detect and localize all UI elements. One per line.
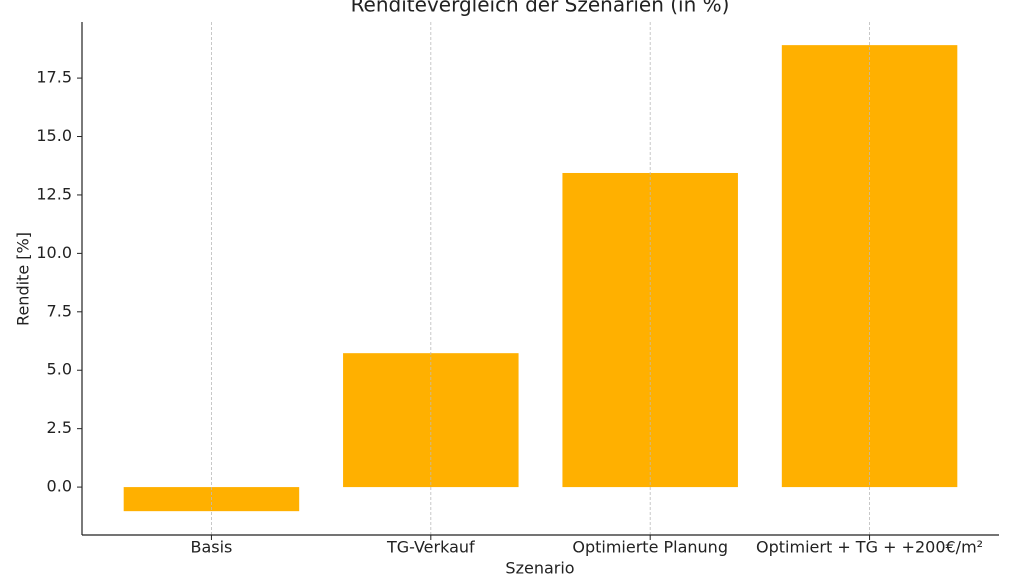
chart-title: Renditevergleich der Szenarien (in %) [351, 0, 730, 17]
y-axis-label: Rendite [%] [14, 232, 33, 326]
x-tick-label: Optimiert + TG + +200€/m² [756, 538, 983, 557]
y-tick-label: 2.5 [47, 418, 72, 437]
x-tick-label: Basis [190, 538, 232, 557]
y-tick-label: 17.5 [36, 68, 72, 87]
x-tick-label: TG-Verkauf [386, 538, 475, 557]
y-tick-label: 12.5 [36, 184, 72, 203]
x-axis-label: Szenario [505, 559, 574, 576]
y-tick-label: 7.5 [47, 301, 72, 320]
bar [781, 45, 958, 488]
y-tick-label: 5.0 [47, 360, 72, 379]
y-tick-label: 10.0 [36, 243, 72, 262]
y-tick-label: 0.0 [47, 477, 72, 496]
y-tick-label: 15.0 [36, 126, 72, 145]
x-tick-label: Optimierte Planung [572, 538, 728, 557]
